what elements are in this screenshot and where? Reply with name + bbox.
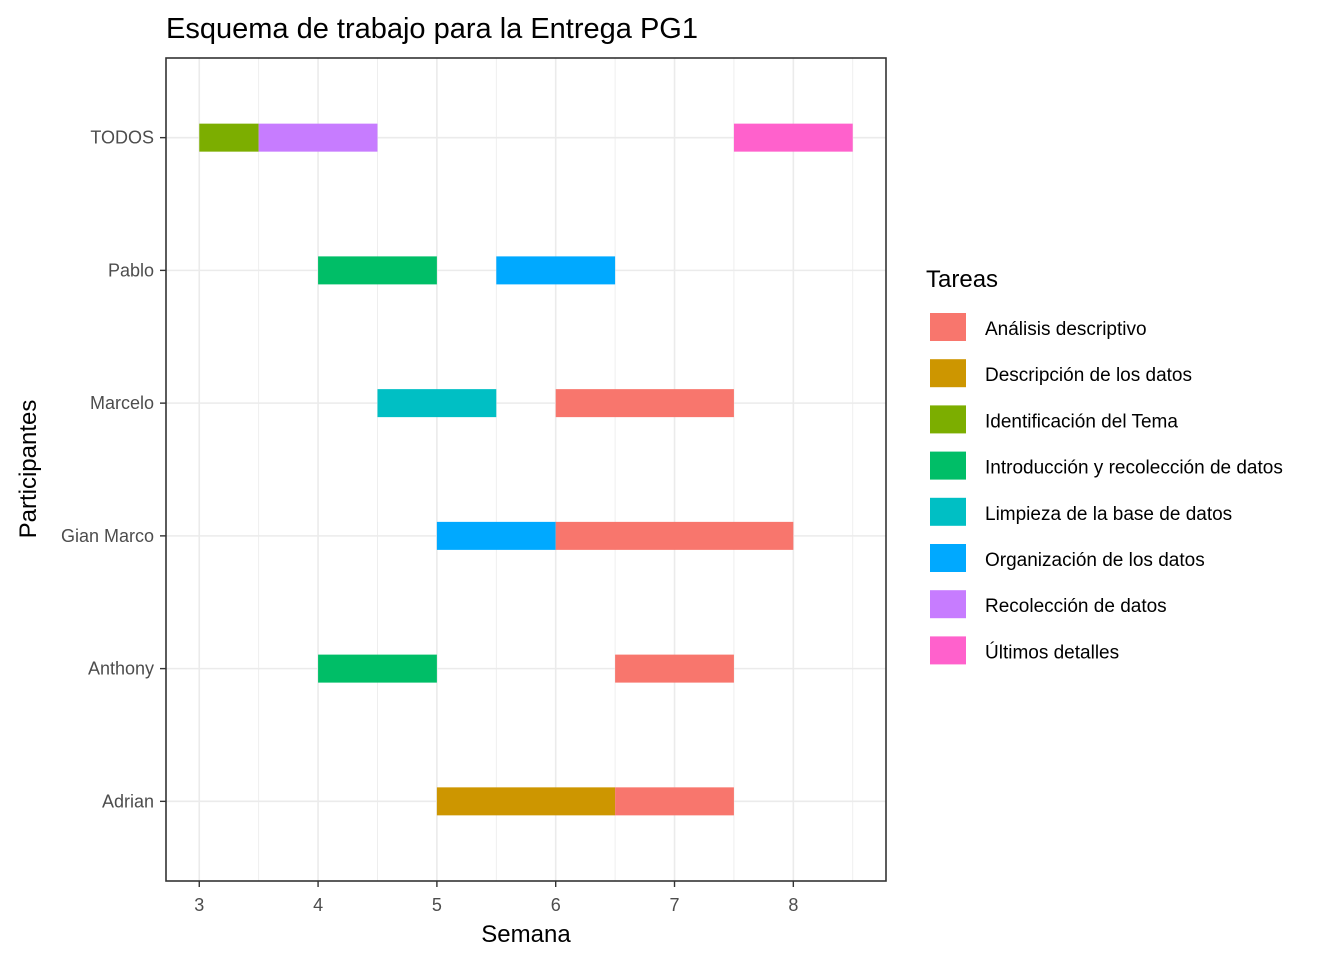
axes: 3 4 5 6 7 8 Adrian Anthony Gian Marco Marcelo Pabl… bbox=[61, 128, 798, 915]
legend-label: Análisis descriptivo bbox=[985, 319, 1147, 340]
task-bar bbox=[318, 654, 437, 683]
task-bar bbox=[615, 654, 734, 683]
x-tick-label: 4 bbox=[313, 895, 323, 915]
x-tick-label: 3 bbox=[194, 895, 204, 915]
y-tick-label: Pablo bbox=[108, 260, 154, 280]
x-tick-label: 8 bbox=[788, 895, 798, 915]
legend-label: Últimos detalles bbox=[985, 641, 1119, 663]
legend-swatch bbox=[930, 497, 966, 526]
task-bar bbox=[436, 521, 556, 550]
legend-swatch bbox=[930, 359, 966, 388]
legend-swatch bbox=[930, 590, 966, 619]
x-tick-label: 5 bbox=[432, 895, 442, 915]
x-tick-label: 7 bbox=[670, 895, 680, 915]
y-tick-label: Adrian bbox=[102, 791, 154, 811]
task-bar bbox=[199, 123, 259, 152]
legend-label: Limpieza de la base de datos bbox=[985, 504, 1232, 525]
task-bar bbox=[555, 521, 794, 550]
legend-swatch bbox=[930, 405, 966, 434]
y-axis-title: Participantes bbox=[15, 400, 42, 539]
legend-swatch bbox=[930, 636, 966, 665]
chart-title: Esquema de trabajo para la Entrega PG1 bbox=[166, 13, 698, 45]
legend-swatch bbox=[930, 313, 966, 341]
legend-swatch bbox=[930, 544, 966, 572]
task-bar bbox=[258, 123, 378, 152]
task-bar bbox=[496, 256, 616, 285]
x-tick-label: 6 bbox=[551, 895, 561, 915]
legend-label: Descripción de los datos bbox=[985, 365, 1192, 386]
task-bar bbox=[733, 123, 853, 152]
x-axis-title: Semana bbox=[481, 921, 571, 948]
legend-label: Organización de los datos bbox=[985, 550, 1205, 571]
legend: Tareas Análisis descriptivo Descripción d… bbox=[926, 266, 1283, 665]
task-bar bbox=[318, 256, 437, 285]
y-tick-label: Anthony bbox=[88, 659, 154, 679]
grid bbox=[166, 58, 886, 881]
legend-label: Recolección de datos bbox=[985, 596, 1167, 617]
legend-title: Tareas bbox=[926, 266, 998, 293]
task-bar bbox=[555, 389, 734, 418]
panel-border bbox=[165, 57, 887, 882]
y-tick-label: Marcelo bbox=[90, 393, 154, 413]
y-tick-label: TODOS bbox=[90, 128, 154, 148]
bars bbox=[199, 123, 853, 816]
legend-swatch bbox=[930, 451, 966, 480]
task-bar bbox=[615, 787, 734, 816]
legend-label: Introducción y recolección de datos bbox=[985, 458, 1283, 479]
legend-label: Identificación del Tema bbox=[985, 411, 1178, 432]
task-bar bbox=[436, 787, 616, 816]
task-bar bbox=[377, 389, 497, 418]
y-tick-label: Gian Marco bbox=[61, 526, 154, 546]
